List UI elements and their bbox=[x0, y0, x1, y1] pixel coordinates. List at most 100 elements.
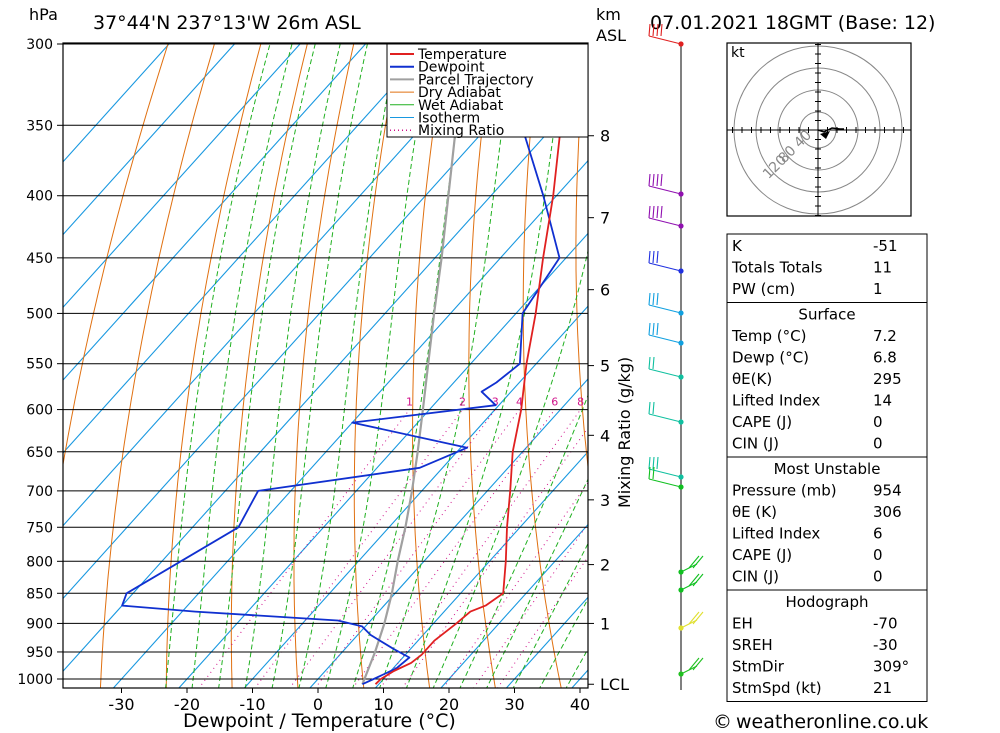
surface-label: CAPE (J) bbox=[732, 413, 792, 431]
wind-barb-shaft bbox=[648, 334, 682, 344]
wind-barb-flag bbox=[648, 356, 651, 370]
pressure-tick-label: 400 bbox=[26, 189, 53, 205]
most-unstable-value: 0 bbox=[873, 546, 883, 564]
hodograph-unit-label: kt bbox=[731, 45, 745, 61]
dry-adiabat-line bbox=[63, 43, 169, 468]
hodograph-table-label: StmSpd (kt) bbox=[732, 679, 822, 697]
temperature-tick-label: 0 bbox=[313, 695, 323, 714]
wind-barb-flag bbox=[652, 356, 655, 370]
legend-entry: Dry Adiabat bbox=[418, 85, 501, 101]
wind-barb-flag bbox=[652, 322, 655, 336]
dry-adiabat-line bbox=[293, 43, 355, 688]
surface-value: 0 bbox=[873, 413, 883, 431]
pressure-tick-label: 700 bbox=[26, 484, 53, 500]
pressure-tick-label: 350 bbox=[26, 118, 53, 134]
wind-barb-flag bbox=[648, 23, 651, 37]
site-name[interactable]: weatheronline.co.uk bbox=[736, 711, 928, 733]
surface-label: Temp (°C) bbox=[731, 327, 806, 345]
wind-barb-shaft bbox=[648, 478, 682, 488]
isotherm-line bbox=[178, 232, 588, 688]
wind-barb-flag bbox=[648, 322, 651, 336]
wind-barb-flag bbox=[692, 573, 704, 587]
wind-barb-shaft bbox=[648, 368, 682, 378]
wind-barb-shaft bbox=[648, 468, 682, 478]
pressure-tick-label: 600 bbox=[26, 403, 53, 419]
mixing-ratio-line bbox=[198, 409, 410, 688]
surface-value: 14 bbox=[873, 392, 892, 410]
wind-barb-flag bbox=[648, 401, 651, 415]
wind-barb-flag bbox=[656, 205, 659, 219]
temperature-tick-label: -20 bbox=[174, 695, 200, 714]
surface-value: 6.8 bbox=[873, 349, 897, 367]
temperature-profile-line bbox=[374, 43, 570, 685]
wind-barb-flag bbox=[648, 250, 651, 264]
indices-label: Totals Totals bbox=[731, 259, 823, 277]
surface-title: Surface bbox=[798, 306, 855, 324]
wind-barb-flag bbox=[652, 292, 655, 306]
isotherm-line bbox=[374, 450, 588, 688]
axes: 3003504004505005506006507007508008509009… bbox=[17, 37, 629, 714]
wind-barb-shaft bbox=[648, 304, 682, 314]
wind-barb-flag bbox=[652, 250, 655, 264]
mixing-ratio-line bbox=[314, 409, 520, 688]
wind-barb-flag bbox=[652, 173, 655, 187]
wind-barb-flag bbox=[652, 23, 655, 37]
mixing-ratio-label: 15 bbox=[633, 396, 647, 409]
temperature-tick-label: 10 bbox=[373, 695, 393, 714]
isotherm-line bbox=[63, 43, 302, 309]
wind-barb-shaft bbox=[648, 262, 682, 272]
wind-barb-flag bbox=[648, 205, 651, 219]
dry-adiabat-line bbox=[99, 43, 216, 688]
pressure-tick-label: 450 bbox=[26, 251, 53, 267]
most-unstable-box bbox=[726, 456, 928, 591]
surface-value: 0 bbox=[873, 435, 883, 453]
dry-adiabat-line bbox=[993, 0, 1000, 705]
mixing-ratio-label: 20 bbox=[661, 396, 675, 409]
hodograph-table-box bbox=[726, 589, 928, 702]
height-tick-label: 4 bbox=[600, 426, 610, 445]
most-unstable-label: CAPE (J) bbox=[732, 546, 792, 564]
temperature-tick-label: 20 bbox=[439, 695, 459, 714]
height-tick-label: 5 bbox=[600, 357, 610, 376]
most-unstable-value: 306 bbox=[873, 503, 902, 521]
wind-barb-flag bbox=[648, 466, 651, 480]
hodograph-table-title: Hodograph bbox=[785, 593, 868, 611]
pressure-tick-label: 850 bbox=[26, 586, 53, 602]
wind-barb-shaft bbox=[648, 185, 682, 195]
wind-barb-flag bbox=[652, 205, 655, 219]
wind-barb-flag bbox=[660, 23, 663, 37]
wind-barb-shaft bbox=[648, 217, 682, 227]
height-tick-label: 3 bbox=[600, 491, 610, 510]
wind-barb-flag bbox=[688, 573, 700, 587]
mixing-ratio-label: 8 bbox=[577, 396, 584, 409]
mixing-ratio-label: 6 bbox=[551, 396, 558, 409]
hpa-unit-label: hPa bbox=[29, 5, 58, 24]
wet-adiabat-line bbox=[512, 542, 588, 688]
dry-adiabat-line bbox=[165, 43, 262, 688]
most-unstable-value: 0 bbox=[873, 568, 883, 586]
isotherm-line bbox=[63, 43, 171, 163]
pressure-tick-label: 900 bbox=[26, 616, 53, 632]
wind-barb-flag bbox=[648, 292, 651, 306]
pressure-tick-label: 950 bbox=[26, 645, 53, 661]
hodograph-table-label: EH bbox=[732, 615, 753, 633]
indices-label: PW (cm) bbox=[732, 280, 795, 298]
legend-entry: Dewpoint bbox=[418, 60, 485, 76]
most-unstable-value: 954 bbox=[873, 482, 902, 500]
hodograph-table-value: -30 bbox=[873, 636, 898, 654]
wind-barb-flag bbox=[688, 555, 700, 569]
wind-barb-flag bbox=[688, 611, 700, 625]
hodograph-table-value: -70 bbox=[873, 615, 898, 633]
indices-label: K bbox=[732, 237, 743, 255]
pressure-tick-label: 650 bbox=[26, 445, 53, 461]
height-tick-label: 7 bbox=[600, 209, 610, 228]
wind-barb-shaft bbox=[648, 413, 682, 423]
temperature-tick-label: 30 bbox=[504, 695, 524, 714]
mixing-ratio-label: 10 bbox=[594, 396, 608, 409]
surface-label: CIN (J) bbox=[732, 435, 779, 453]
copyright-symbol: © bbox=[713, 711, 732, 733]
surface-value: 295 bbox=[873, 370, 902, 388]
indices-value: 11 bbox=[873, 259, 892, 277]
hodograph-table-label: StmDir bbox=[732, 658, 785, 676]
